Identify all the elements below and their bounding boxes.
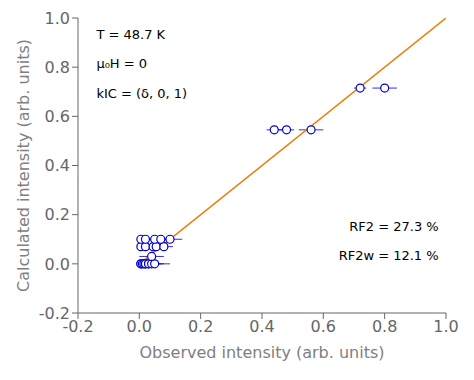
svg-text:0.4: 0.4 [45, 156, 70, 175]
html-text:RF2 = 27.3 %: RF2 = 27.3 % [349, 218, 439, 234]
svg-text:0.4: 0.4 [249, 317, 274, 336]
svg-text:1.0: 1.0 [45, 9, 70, 28]
svg-text:Observed intensity (arb. units: Observed intensity (arb. units) [139, 343, 384, 362]
svg-text:0.2: 0.2 [45, 205, 70, 224]
svg-text:0.0: 0.0 [45, 255, 70, 274]
svg-text:0.8: 0.8 [45, 58, 70, 77]
svg-text:Calculated intensity (arb. uni: Calculated intensity (arb. units) [14, 39, 33, 292]
svg-text:0.0: 0.0 [127, 317, 152, 336]
svg-text:-0.2: -0.2 [62, 317, 94, 337]
html-text:μ₀H = 0: μ₀H = 0 [96, 56, 148, 72]
svg-text:0.8: 0.8 [372, 317, 397, 336]
html-text:T = 48.7 K: T = 48.7 K [96, 26, 166, 42]
svg-text:0.6: 0.6 [45, 107, 70, 126]
html-text:kIC = (δ, 0, 1): kIC = (δ, 0, 1) [96, 85, 188, 101]
svg-text:1.0: 1.0 [433, 317, 458, 336]
svg-text:0.6: 0.6 [311, 317, 336, 336]
html-text:RF2w = 12.1 %: RF2w = 12.1 % [338, 248, 439, 264]
svg-text:-0.2: -0.2 [39, 304, 70, 323]
svg-text:0.2: 0.2 [188, 317, 213, 336]
